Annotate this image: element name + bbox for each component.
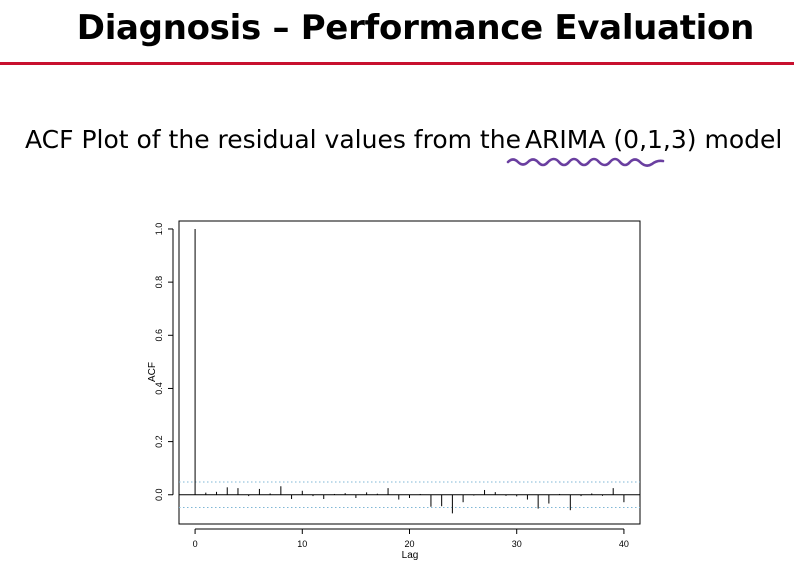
x-axis: 0 10 20 30 40 [193, 528, 629, 549]
x-tick-label: 40 [619, 539, 629, 549]
confidence-bounds [179, 481, 640, 509]
y-tick-label: 0.8 [154, 276, 164, 289]
x-tick-label: 20 [404, 539, 414, 549]
plot-frame [178, 220, 641, 525]
y-tick-label: 0.4 [154, 382, 164, 395]
y-axis: 0.0 0.2 0.4 0.6 0.8 1.0 [154, 223, 174, 502]
handwritten-underline-annotation [506, 157, 665, 167]
y-tick-label: 1.0 [154, 223, 164, 236]
x-tick-label: 10 [297, 539, 307, 549]
title-divider [0, 62, 794, 65]
y-tick-label: 0.6 [154, 329, 164, 342]
y-axis-label: ACF [147, 362, 158, 382]
subtitle-model-name: ARIMA (0,1,3) [524, 125, 697, 154]
x-tick-label: 30 [512, 539, 522, 549]
slide-subtitle: ACF Plot of the residual values from the… [25, 122, 785, 158]
y-tick-label: 0.0 [154, 489, 164, 502]
subtitle-prefix: ACF Plot of the residual values from the [25, 125, 521, 154]
y-tick-label: 0.2 [154, 435, 164, 448]
subtitle-suffix: model [704, 125, 783, 154]
x-tick-label: 0 [193, 539, 198, 549]
acf-bars [194, 228, 625, 514]
slide-title: Diagnosis – Performance Evaluation [76, 8, 755, 48]
x-axis-label: Lag [402, 550, 419, 561]
underline-squiggle-stroke [506, 157, 665, 167]
acf-chart: 0.0 0.2 0.4 0.6 0.8 1.0 0 10 20 30 40 ACF Lag [147, 220, 641, 561]
